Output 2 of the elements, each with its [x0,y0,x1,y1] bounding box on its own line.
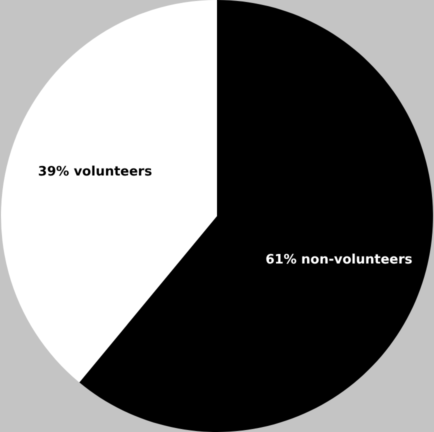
slice-label: 61% non-volunteers [266,252,413,268]
slice-label: 39% volunteers [38,164,152,180]
